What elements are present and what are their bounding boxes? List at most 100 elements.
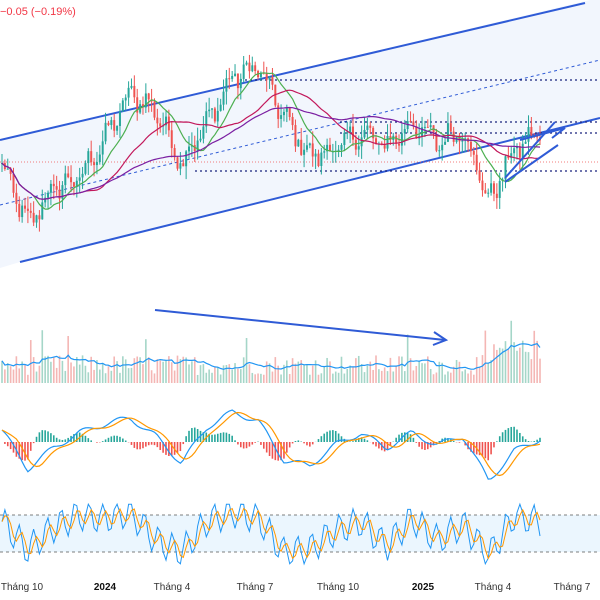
macd-line	[1, 409, 541, 480]
volume-bar	[90, 356, 92, 383]
volume-bar	[467, 373, 469, 383]
volume-bar	[222, 365, 225, 383]
macd-histogram-bar	[76, 432, 78, 442]
candle-body	[239, 78, 242, 89]
macd-histogram-bar	[452, 441, 455, 442]
candle-body	[360, 137, 363, 147]
volume-bar	[127, 368, 130, 383]
macd-histogram-bar	[29, 442, 32, 451]
candle-body	[29, 210, 32, 213]
volume-bar	[343, 373, 346, 383]
volume-bar	[395, 365, 397, 383]
candle-body	[308, 143, 311, 146]
macd-histogram-bar	[214, 434, 216, 442]
macd-histogram-bar	[168, 442, 170, 457]
volume-bar	[239, 369, 242, 383]
volume-bar	[398, 356, 400, 383]
x-tick-label: Tháng 4	[474, 582, 512, 593]
macd-histogram-bar	[52, 435, 55, 442]
volume-bar	[383, 367, 386, 383]
candle-body	[366, 125, 369, 130]
volume-bar	[355, 358, 357, 383]
macd-histogram-bar	[378, 442, 380, 449]
volume-bar	[219, 374, 222, 383]
candle-body	[208, 109, 211, 112]
candle-body	[35, 215, 38, 223]
macd-histogram-bar	[533, 441, 536, 442]
volume-bar	[447, 371, 449, 383]
candle-body	[469, 141, 472, 152]
candle-body	[280, 115, 283, 119]
macd-histogram-bar	[58, 439, 61, 442]
candle-body	[164, 116, 167, 126]
volume-bar	[432, 374, 435, 383]
volume-bar	[392, 371, 395, 383]
volume-bar	[516, 350, 518, 383]
volume-bar	[228, 364, 231, 383]
macd-histogram-bar	[277, 442, 279, 461]
volume-bar	[401, 356, 403, 383]
macd-histogram-bar	[242, 442, 245, 449]
candle-body	[156, 117, 159, 124]
candle-body	[38, 215, 41, 220]
macd-histogram-bar	[438, 440, 441, 442]
volume-trend-arrow	[154, 309, 446, 341]
volume-bar	[444, 374, 446, 383]
candle-body	[351, 126, 354, 140]
candle-body	[93, 162, 96, 166]
volume-bar	[170, 362, 173, 383]
volume-bar	[225, 364, 228, 383]
volume-bar	[311, 365, 314, 383]
macd-histogram-bar	[67, 437, 69, 442]
volume-bar	[360, 364, 363, 383]
candle-body	[268, 76, 271, 80]
candle-body	[432, 125, 435, 134]
macd-histogram-bar	[406, 432, 409, 442]
volume-bar	[498, 347, 501, 383]
candle-body	[259, 72, 262, 78]
candle-body	[446, 123, 449, 142]
candle-body	[400, 133, 403, 146]
candle-body	[303, 149, 306, 155]
volume-bar	[47, 355, 49, 383]
candle-body	[375, 138, 378, 144]
macd-histogram-bar	[519, 432, 521, 442]
volume-bar	[303, 364, 305, 383]
macd-histogram-bar	[395, 437, 397, 442]
candle-body	[421, 127, 424, 136]
volume-bar	[24, 365, 26, 383]
macd-histogram-bar	[73, 434, 75, 442]
volume-bar	[452, 366, 455, 383]
macd-histogram-bar	[32, 442, 35, 444]
volume-bar	[99, 369, 101, 383]
macd-histogram-bar	[524, 439, 527, 442]
volume-bar	[18, 368, 21, 383]
macd-histogram-bar	[188, 430, 190, 442]
volume-bar	[504, 341, 507, 383]
macd-histogram-bar	[360, 437, 363, 442]
macd-histogram-bar	[507, 428, 510, 442]
volume-bar	[150, 370, 153, 383]
volume-bar	[510, 320, 513, 383]
price-change-label: −0.05 (−0.19%)	[0, 6, 76, 18]
macd-histogram-bar	[458, 442, 461, 443]
macd-histogram-bar	[447, 438, 449, 442]
candle-body	[412, 121, 415, 127]
volume-bar	[173, 370, 176, 383]
volume-bar	[409, 358, 412, 383]
volume-bar	[182, 356, 185, 383]
stoch-d-line	[1, 507, 541, 560]
macd-histogram-bar	[355, 439, 357, 442]
candle-body	[521, 143, 524, 158]
candle-body	[70, 177, 73, 183]
candle-body	[395, 135, 398, 144]
volume-bar	[44, 356, 46, 383]
candle-body	[144, 93, 147, 108]
volume-bar	[245, 338, 248, 383]
volume-bar	[4, 369, 6, 383]
macd-histogram-bar	[81, 433, 84, 442]
candle-body	[254, 65, 257, 72]
volume-bar	[70, 362, 72, 383]
macd-histogram-bar	[383, 442, 386, 452]
candle-body	[173, 148, 176, 158]
